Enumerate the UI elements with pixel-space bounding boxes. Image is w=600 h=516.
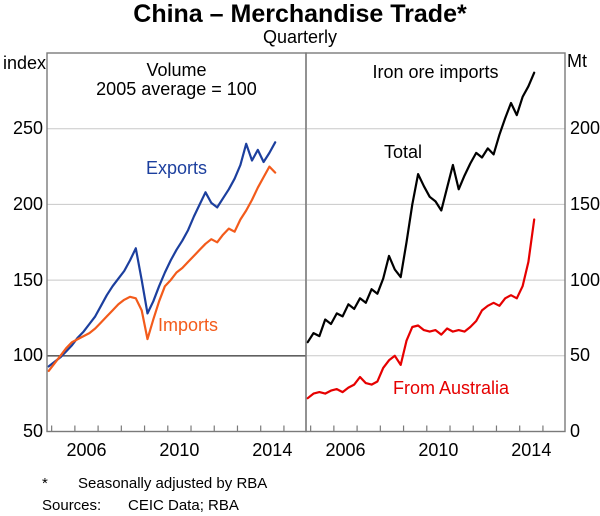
right-y-axis-tick-label: 100 [570, 269, 600, 290]
series-label-from-australia: From Australia [393, 378, 510, 398]
right-axis-unit-label: Mt [567, 51, 587, 71]
left-y-axis-tick-label: 50 [22, 421, 43, 441]
x-axis-year-label: 2014 [252, 440, 293, 460]
right-y-axis-tick-label: 50 [570, 345, 591, 366]
x-axis-year-label: 2006 [66, 440, 107, 460]
series-label-total: Total [384, 142, 423, 162]
x-axis-year-label: 2010 [159, 440, 200, 460]
sources-label: Sources: [42, 497, 102, 514]
left-panel-scale-note: 2005 average = 100 [96, 79, 257, 99]
right-y-axis-tick-label: 0 [570, 421, 581, 441]
footnote-text: Seasonally adjusted by RBA [78, 475, 268, 492]
series-label-exports: Exports [146, 158, 208, 178]
page-title: China – Merchandise Trade* [133, 0, 467, 28]
right-y-axis-tick-label: 150 [570, 193, 600, 214]
footnote-marker: * [42, 475, 48, 492]
x-axis-year-label: 2006 [325, 440, 366, 460]
left-y-axis-tick-label: 250 [12, 118, 43, 139]
x-axis-year-label: 2014 [511, 440, 552, 460]
left-axis-unit-label: index [3, 53, 47, 73]
left-panel-title: Volume [146, 60, 207, 80]
x-axis-year-label: 2010 [418, 440, 459, 460]
series-label-imports: Imports [158, 315, 219, 335]
left-y-axis-tick-label: 150 [12, 269, 43, 290]
left-y-axis-tick-label: 100 [12, 345, 43, 366]
sources-text: CEIC Data; RBA [128, 497, 239, 514]
right-panel-title: Iron ore imports [372, 62, 499, 82]
right-y-axis-tick-label: 200 [570, 118, 600, 139]
page-subtitle: Quarterly [262, 27, 338, 47]
left-y-axis-tick-label: 200 [12, 193, 43, 214]
